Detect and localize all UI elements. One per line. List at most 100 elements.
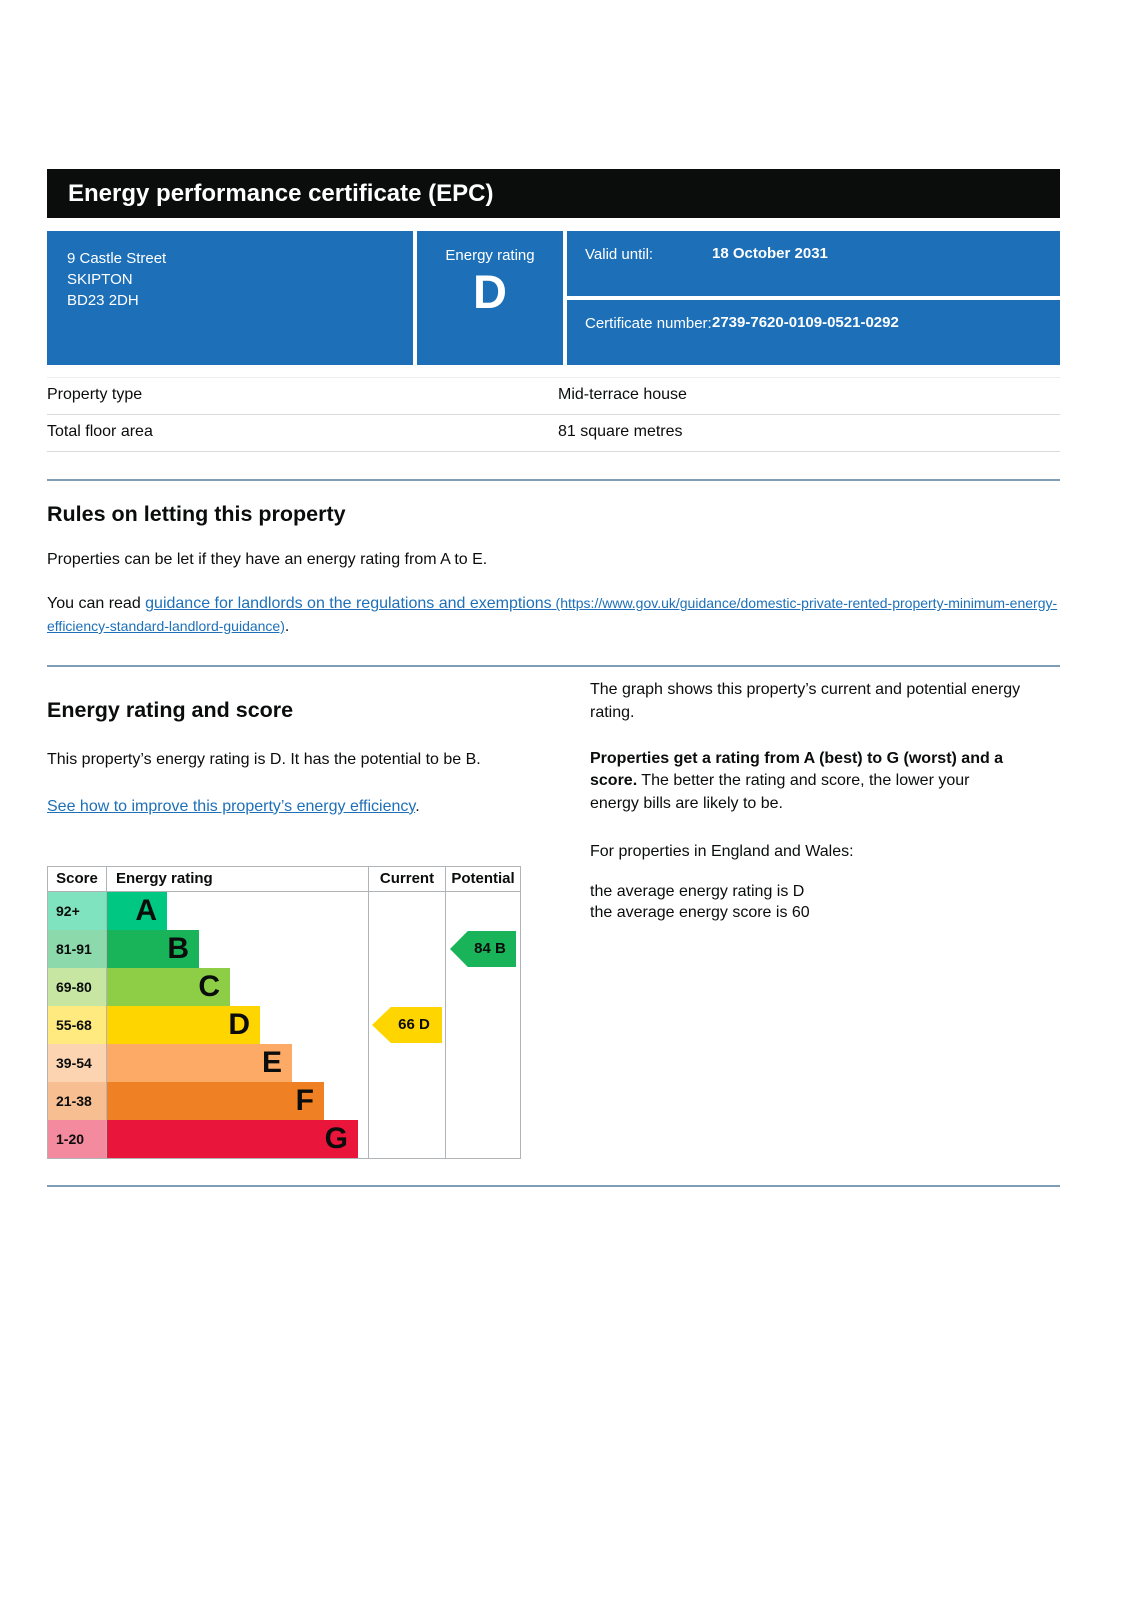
band-bar-e: E (107, 1043, 292, 1082)
band-bar-g: G (107, 1119, 358, 1158)
energy-rating-section: Energy rating and score This property’s … (47, 677, 1060, 1159)
chart-header-potential: Potential (445, 866, 520, 891)
band-score-range: 1-20 (48, 1119, 106, 1158)
floor-area-label: Total floor area (47, 423, 153, 440)
band-bar-cell: E (106, 1043, 368, 1082)
graph-explainer-paragraph: The graph shows this property’s current … (590, 681, 1021, 721)
england-wales-paragraph: For properties in England and Wales: (590, 843, 854, 861)
page-title: Energy performance certificate (EPC) (47, 169, 1060, 218)
floor-area-value: 81 square metres (558, 423, 683, 440)
chart-band-row-c: 69-80 C (48, 967, 520, 1006)
property-type-value: Mid-terrace house (558, 386, 687, 403)
chart-header-score: Score (56, 869, 98, 887)
property-address: 9 Castle Street SKIPTON BD23 2DH (47, 231, 413, 365)
improve-paragraph: See how to improve this property’s energ… (47, 796, 495, 818)
band-score-range: 81-91 (48, 929, 106, 968)
rating-right-column: The graph shows this property’s current … (590, 677, 1060, 1159)
energy-rating-label: Energy rating (445, 247, 535, 264)
section-divider (47, 665, 1060, 668)
potential-rating-cell: 84 B (445, 929, 520, 968)
landlord-guidance-link-text: guidance for landlords on the regulation… (145, 595, 552, 613)
address-line-1: 9 Castle Street (67, 250, 167, 267)
rules-paragraph: Properties can be let if they have an en… (47, 551, 488, 568)
rating-scale-rest: The better the rating and score, the low… (590, 772, 970, 812)
property-details-table: Property type Mid-terrace house Total fl… (47, 377, 1060, 452)
band-bar-cell: A (106, 891, 368, 930)
landlord-guidance-link-url: (https://www.gov.uk/guidance/domestic-pr… (47, 595, 1058, 634)
chart-header-row: Score Energy rating Current Potential (48, 866, 520, 892)
current-rating-arrow: 66 D (372, 1006, 442, 1043)
band-bar-c: C (107, 967, 230, 1006)
rules-section-heading: Rules on letting this property (47, 502, 346, 526)
potential-rating-cell (445, 891, 520, 930)
energy-rating-box: Energy rating D (417, 231, 563, 365)
address-line-3: BD23 2DH (67, 292, 139, 309)
valid-until-value: 18 October 2031 (712, 245, 828, 262)
energy-rating-chart: Score Energy rating Current Potential 92… (47, 865, 521, 1159)
certificate-number-label: Certificate number: (585, 315, 712, 332)
address-line-2: SKIPTON (67, 271, 133, 288)
chart-band-row-e: 39-54 E (48, 1043, 520, 1082)
band-bar-a: A (107, 891, 167, 930)
rating-scale-paragraph: Properties get a rating from A (best) to… (590, 748, 1022, 815)
table-row: Total floor area 81 square metres (47, 415, 1060, 452)
chart-body: 92+ A 81-91 B 84 B 69-80 C 55-68 D 66 D 39-54 E 21-3… (48, 891, 520, 1158)
valid-until-row: Valid until: 18 October 2031 (567, 231, 1060, 296)
band-bar-d: D (107, 1005, 260, 1044)
average-rating-line: the average energy rating is D (590, 882, 805, 900)
band-score-range: 92+ (48, 891, 106, 930)
guidance-paragraph: You can read guidance for landlords on t… (47, 593, 1060, 638)
chart-band-row-g: 1-20 G (48, 1119, 520, 1158)
table-row: Property type Mid-terrace house (47, 378, 1060, 415)
potential-rating-arrow: 84 B (450, 930, 516, 967)
certificate-number-value: 2739-7620-0109-0521-0292 (712, 314, 899, 331)
chart-band-row-f: 21-38 F (48, 1081, 520, 1120)
potential-rating-cell (445, 1081, 520, 1120)
potential-rating-cell (445, 1119, 520, 1158)
rating-scale-bold: Properties get a rating from A (best) to… (590, 749, 1004, 790)
current-rating-cell (368, 1119, 445, 1158)
rating-summary-paragraph: This property’s energy rating is D. It h… (47, 751, 481, 769)
chart-band-row-b: 81-91 B 84 B (48, 929, 520, 968)
band-bar-cell: G (106, 1119, 368, 1158)
band-score-range: 69-80 (48, 967, 106, 1006)
certificate-validity-box: Valid until: 18 October 2031 Certificate… (567, 231, 1060, 365)
improve-efficiency-link[interactable]: See how to improve this property’s energ… (47, 797, 416, 815)
band-bar-f: F (107, 1081, 324, 1120)
guidance-prefix: You can read (47, 595, 146, 613)
band-score-range: 39-54 (48, 1043, 106, 1082)
band-bar-cell: C (106, 967, 368, 1006)
chart-header-rating: Energy rating (106, 866, 368, 891)
chart-header-current: Current (368, 866, 445, 891)
improve-link-suffix: . (415, 797, 420, 815)
current-rating-cell: 66 D (368, 1005, 445, 1044)
chart-band-row-d: 55-68 D 66 D (48, 1005, 520, 1044)
certificate-summary-banner: 9 Castle Street SKIPTON BD23 2DH Energy … (47, 231, 1060, 365)
energy-rating-letter: D (473, 265, 507, 318)
band-score-range: 21-38 (48, 1081, 106, 1120)
rating-section-heading: Energy rating and score (47, 698, 294, 723)
current-rating-cell (368, 1043, 445, 1082)
band-bar-cell: F (106, 1081, 368, 1120)
potential-rating-cell (445, 1043, 520, 1082)
band-bar-cell: D (106, 1005, 368, 1044)
property-type-label: Property type (47, 386, 143, 403)
certificate-number-row: Certificate number: 2739-7620-0109-0521-… (567, 300, 1060, 365)
current-rating-cell (368, 967, 445, 1006)
band-score-range: 55-68 (48, 1005, 106, 1044)
average-score-line: the average energy score is 60 (590, 904, 810, 922)
current-rating-cell (368, 891, 445, 930)
epc-document-page: Energy performance certificate (EPC) 9 C… (47, 169, 1060, 1187)
average-stats: the average energy rating is D the avera… (590, 881, 1060, 924)
potential-rating-cell (445, 967, 520, 1006)
current-rating-cell (368, 929, 445, 968)
potential-rating-cell (445, 1005, 520, 1044)
landlord-guidance-link[interactable]: guidance for landlords on the regulation… (47, 595, 1057, 634)
valid-until-label: Valid until: (585, 246, 654, 263)
section-divider (47, 1184, 1060, 1187)
band-bar-b: B (107, 929, 199, 968)
section-divider (47, 479, 1060, 481)
band-bar-cell: B (106, 929, 368, 968)
chart-band-row-a: 92+ A (48, 891, 520, 930)
current-rating-cell (368, 1081, 445, 1120)
